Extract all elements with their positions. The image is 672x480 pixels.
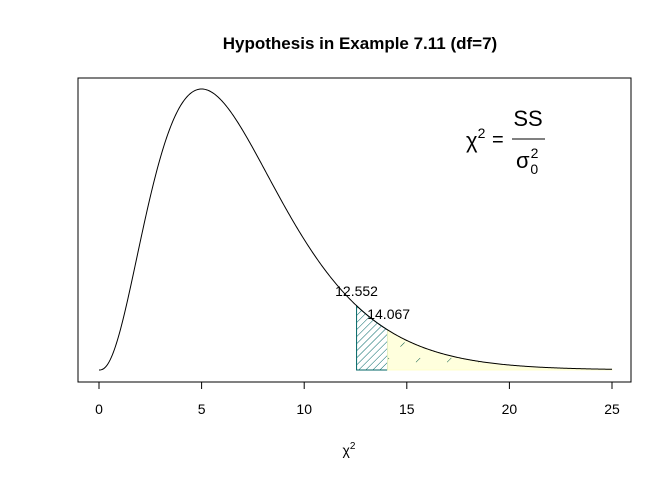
density-curve (98, 88, 613, 371)
x-tick-label: 10 (296, 401, 312, 417)
x-tick-label: 0 (95, 401, 103, 417)
x-axis-label: χ2 (343, 441, 356, 458)
x-tick-label: 5 (198, 401, 206, 417)
formula-lhs: χ2 (466, 125, 486, 153)
formula-equals: = (492, 129, 504, 151)
formula-numerator: SS (513, 106, 542, 131)
critical-value-labels: 12.552 14.067 (335, 283, 410, 322)
formula: χ2 = SS σ2 0 (466, 106, 545, 177)
x-tick-label: 20 (502, 401, 518, 417)
x-tick-label: 25 (604, 401, 620, 417)
x-tick-label: 15 (399, 401, 415, 417)
plot-frame (77, 77, 632, 383)
chart-title: Hypothesis in Example 7.11 (df=7) (223, 34, 497, 53)
formula-denominator: σ2 0 (516, 145, 539, 177)
critical-value-label: 12.552 (335, 283, 378, 299)
x-axis: 0 5 10 15 20 25 (95, 381, 620, 417)
critical-value-label: 14.067 (367, 306, 410, 322)
